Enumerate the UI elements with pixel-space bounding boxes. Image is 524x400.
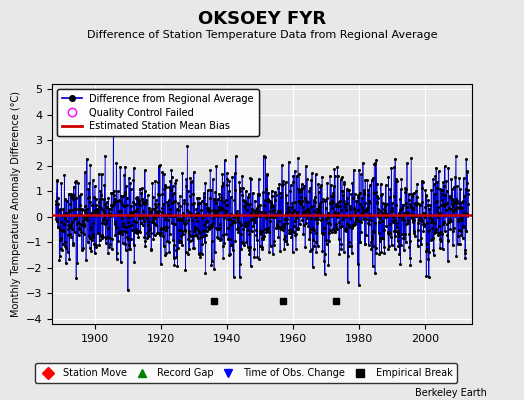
Legend: Station Move, Record Gap, Time of Obs. Change, Empirical Break: Station Move, Record Gap, Time of Obs. C…: [36, 364, 457, 383]
Y-axis label: Monthly Temperature Anomaly Difference (°C): Monthly Temperature Anomaly Difference (…: [10, 91, 20, 317]
Text: OKSOEY FYR: OKSOEY FYR: [198, 10, 326, 28]
Text: Difference of Station Temperature Data from Regional Average: Difference of Station Temperature Data f…: [87, 30, 437, 40]
Legend: Difference from Regional Average, Quality Control Failed, Estimated Station Mean: Difference from Regional Average, Qualit…: [57, 89, 259, 136]
Text: Berkeley Earth: Berkeley Earth: [416, 388, 487, 398]
